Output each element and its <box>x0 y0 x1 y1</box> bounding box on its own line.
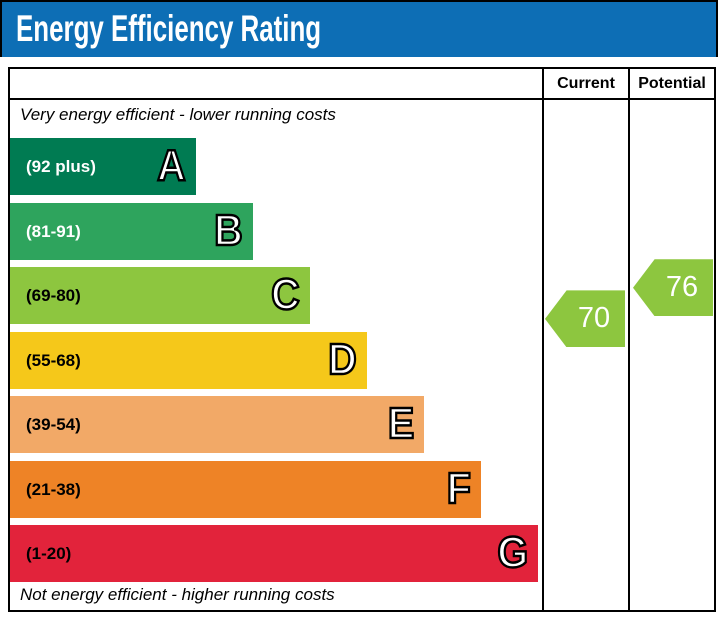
band-letter: E <box>386 398 415 450</box>
header-row-divider <box>10 98 714 100</box>
band-D: (55-68) D <box>10 331 367 389</box>
band-range-label: (81-91) <box>26 221 81 241</box>
band-range-label: (92 plus) <box>26 157 96 176</box>
band-letter: D <box>327 333 358 385</box>
top-note: Very energy efficient - lower running co… <box>20 105 336 124</box>
band-letter: C <box>270 269 301 321</box>
column-header-current: Current <box>557 75 615 92</box>
column-divider-potential <box>628 69 630 610</box>
band-letter: A <box>156 140 187 192</box>
current-value: 70 <box>577 302 611 335</box>
band-range-label: (55-68) <box>26 350 81 370</box>
potential-marker: 76 <box>633 259 713 317</box>
band-range-label: (21-38) <box>26 479 81 499</box>
band-range-label: (69-80) <box>26 286 81 305</box>
page-title: Energy Efficiency Rating <box>16 8 322 49</box>
band-E: (39-54) E <box>10 396 424 453</box>
band-range-label: (39-54) <box>26 415 81 434</box>
potential-value: 76 <box>665 271 699 304</box>
band-C: (69-80) C <box>10 267 310 324</box>
current-marker: 70 <box>545 290 625 348</box>
band-letter: G <box>496 527 529 579</box>
chart-header-banner: Energy Efficiency Rating <box>0 0 718 57</box>
band-B: (81-91) B <box>10 202 253 260</box>
band-range-label: (1-20) <box>26 544 72 563</box>
band-G: (1-20) G <box>10 525 538 582</box>
column-header-potential: Potential <box>638 75 706 92</box>
band-letter: B <box>213 204 244 256</box>
bottom-note: Not energy efficient - higher running co… <box>20 585 335 604</box>
band-A: (92 plus) A <box>10 138 196 195</box>
band-letter: F <box>446 462 472 514</box>
rating-table: Current Potential Very energy efficient … <box>8 67 716 612</box>
column-divider-current <box>542 69 544 610</box>
band-F: (21-38) F <box>10 460 481 518</box>
